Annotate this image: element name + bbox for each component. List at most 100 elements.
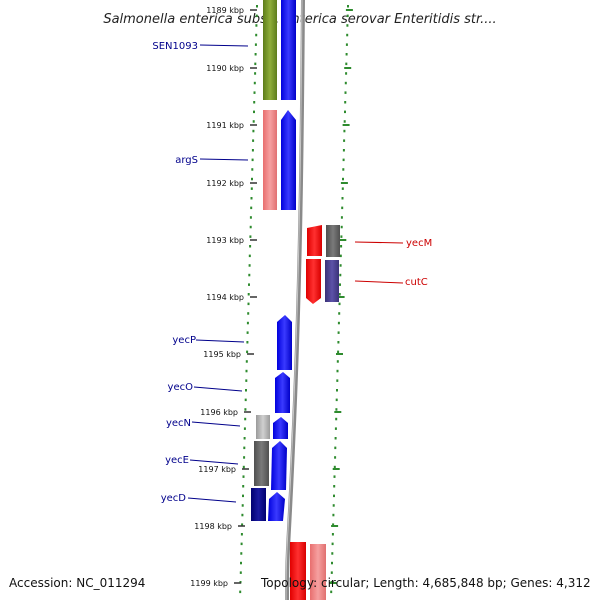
gene-feature-args[interactable] (263, 110, 277, 210)
gene-feature-yecn[interactable] (273, 417, 288, 439)
guide-dot-right (340, 245, 343, 248)
guide-tick-right (336, 353, 343, 355)
guide-dot-right (343, 129, 346, 133)
gene-feature-yece-gray[interactable] (254, 441, 269, 486)
guide-dot-left (244, 417, 247, 421)
guide-tick-right (337, 296, 345, 298)
guide-dot-right (346, 24, 349, 27)
guide-dot-left (251, 158, 254, 162)
gene-feature-yece[interactable] (271, 441, 287, 490)
guide-tick-right (344, 67, 352, 69)
guide-tick-right (340, 182, 348, 184)
guide-dot-right (330, 571, 333, 574)
leader-line-yecp (195, 339, 245, 343)
guide-dot-right (345, 43, 348, 46)
gene-label-yecd[interactable]: yecD (161, 493, 187, 504)
guide-dot-right (345, 72, 348, 75)
guide-dot-right (331, 552, 334, 555)
guide-dot-left (251, 177, 253, 181)
guide-dot-left (253, 91, 256, 94)
gene-label-cutc[interactable]: cutC (405, 277, 428, 288)
guide-dot-left (249, 225, 252, 229)
guide-dot-right (332, 504, 335, 507)
guide-dot-left (245, 379, 248, 382)
gene-feature-bottom-pink[interactable] (310, 544, 326, 600)
guide-tick-right (331, 525, 339, 527)
guide-dot-right (339, 254, 342, 258)
guide-dot-right (346, 33, 349, 37)
guide-dot-right (336, 379, 339, 382)
gene-feature-bottom-red[interactable] (290, 542, 306, 600)
guide-dot-right (333, 475, 336, 478)
guide-dot-left (255, 14, 258, 18)
guide-dot-right (336, 360, 339, 363)
gene-label-yeco[interactable]: yecO (168, 382, 194, 393)
guide-dot-right (334, 437, 337, 440)
scale-label: 1199 kbp (190, 579, 228, 588)
leader-line-yecd (187, 497, 237, 503)
gene-feature-blue-top[interactable] (281, 0, 296, 100)
guide-dot-left (249, 216, 252, 219)
scale-label: 1196 kbp (200, 408, 238, 417)
gene-feature-yecm[interactable] (307, 225, 322, 256)
guide-dot-right (335, 417, 338, 421)
guide-dot-right (337, 331, 340, 334)
gene-label-args[interactable]: argS (175, 155, 198, 166)
gene-label-yecn[interactable]: yecN (166, 418, 191, 429)
guide-dot-right (331, 542, 334, 546)
guide-dot-right (343, 120, 346, 123)
guide-dot-left (254, 62, 257, 66)
guide-dot-left (248, 283, 250, 286)
guide-dot-left (248, 264, 251, 267)
genome-backbone-highlight (285, 0, 303, 600)
guide-dot-right (341, 187, 344, 190)
guide-dot-left (245, 369, 248, 373)
gene-feature-cutc-slate[interactable] (325, 260, 339, 302)
gene-label-yece[interactable]: yecE (165, 455, 189, 466)
guide-dot-right (332, 513, 335, 517)
guide-dot-right (334, 446, 337, 450)
guide-dot-right (342, 158, 345, 162)
scale-label: 1192 kbp (206, 179, 244, 188)
guide-dot-left (243, 427, 246, 430)
guide-tick-right (332, 468, 340, 470)
guide-dot-left (250, 197, 253, 200)
guide-dot-left (240, 533, 243, 536)
gene-feature-blue-arrow[interactable] (281, 110, 296, 210)
gene-features (251, 0, 340, 600)
guide-dot-right (335, 398, 338, 402)
gene-feature-yecm-gray[interactable] (326, 225, 340, 257)
scale-label: 1193 kbp (206, 236, 244, 245)
guide-dot-right (339, 283, 341, 286)
gene-feature-yecp[interactable] (277, 315, 292, 370)
gene-label-yecp[interactable]: yecP (172, 335, 196, 346)
scale-label: 1190 kbp (206, 64, 244, 73)
guide-dot-left (244, 398, 247, 402)
gene-feature-sen1093[interactable] (263, 0, 277, 100)
guide-dot-right (340, 235, 343, 238)
guide-dot-left (248, 273, 251, 277)
gene-feature-yeco[interactable] (275, 372, 290, 413)
guide-tick-right (339, 239, 347, 241)
guide-dot-right (339, 273, 342, 277)
gene-feature-cutc[interactable] (306, 259, 321, 304)
gene-feature-yecn-light[interactable] (256, 415, 270, 439)
gene-feature-yecd[interactable] (268, 492, 285, 521)
gene-label-yecm[interactable]: yecM (406, 238, 432, 249)
guide-dot-right (338, 312, 341, 315)
scale-label: 1198 kbp (194, 522, 232, 531)
guide-dot-left (253, 110, 255, 114)
guide-dot-right (344, 91, 347, 94)
leader-line-cutc (354, 280, 404, 284)
guide-dot-left (246, 350, 249, 354)
gene-feature-yecd-navy[interactable] (251, 488, 266, 521)
guide-tick-right (345, 9, 353, 11)
guide-dot-left (239, 590, 242, 594)
gene-label-sen1093[interactable]: SEN1093 (152, 41, 198, 52)
scale-label: 1194 kbp (206, 293, 244, 302)
guide-tick-right (329, 582, 337, 584)
guide-dot-right (333, 485, 336, 488)
guide-dot-left (249, 235, 252, 238)
map-title: Salmonella enterica subsp. enterica sero… (103, 12, 496, 27)
guide-dot-right (333, 465, 336, 469)
